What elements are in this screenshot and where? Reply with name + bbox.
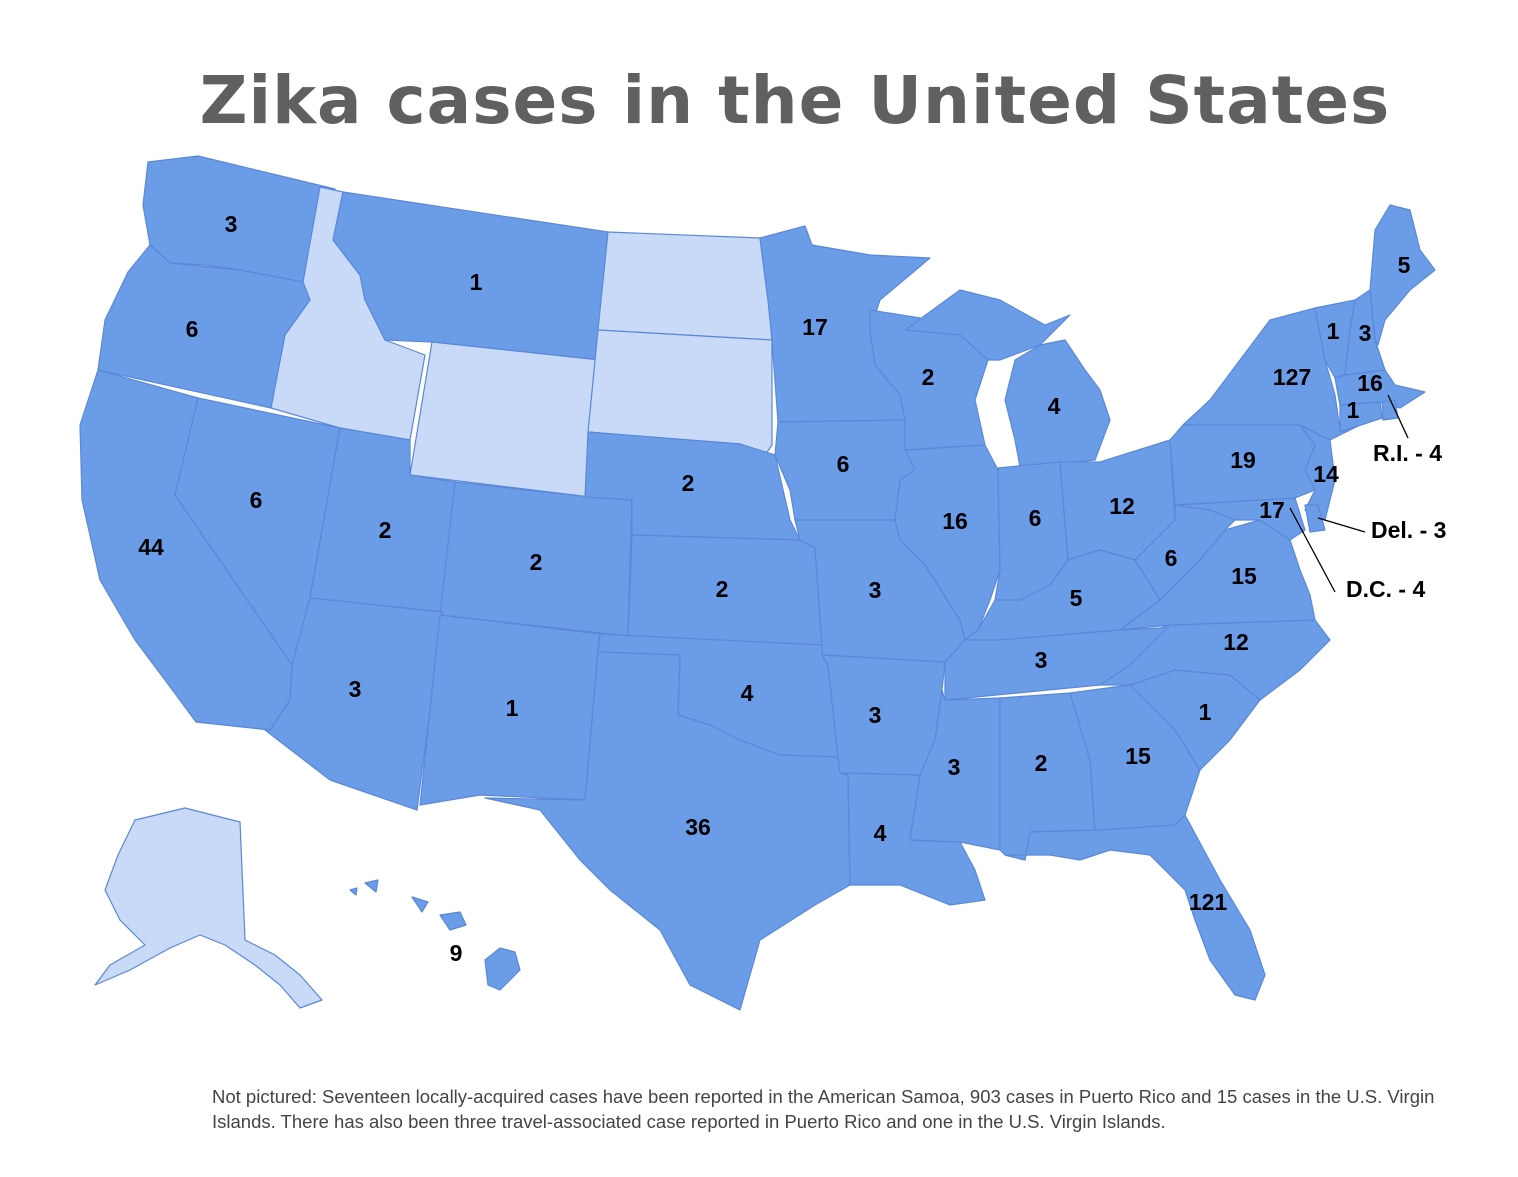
case-count-ok: 4: [741, 680, 754, 706]
state-co: [439, 481, 633, 637]
state-shape-ct: [1339, 401, 1383, 433]
state-shape-de: [1304, 504, 1326, 533]
state-shape-nd: [597, 231, 773, 341]
case-count-az: 3: [349, 676, 362, 702]
case-count-co: 2: [530, 549, 543, 575]
state-shape-nj: [1299, 424, 1336, 521]
case-count-ca: 44: [138, 534, 164, 560]
case-count-ut: 2: [379, 517, 392, 543]
callout-line-de: [1317, 517, 1366, 533]
callout-label-ri: R.I. - 4: [1373, 440, 1442, 466]
callout-line-dc: [1289, 507, 1336, 593]
state-shape-fl: [1004, 814, 1266, 1001]
state-shape-hi: [364, 879, 379, 893]
case-count-or: 6: [186, 316, 199, 342]
state-shape-hi: [349, 887, 358, 896]
case-count-sc: 1: [1199, 699, 1212, 725]
state-tx: [484, 651, 851, 1011]
callout-label-dc: D.C. - 4: [1346, 576, 1425, 602]
state-nd: [597, 231, 773, 341]
state-shape-co: [439, 481, 633, 637]
case-count-ny: 127: [1273, 364, 1311, 390]
case-count-pa: 19: [1230, 447, 1256, 473]
case-count-mi: 4: [1048, 393, 1061, 419]
callouts-layer: R.I. - 4 Del. - 3 D.C. - 4: [1289, 394, 1446, 602]
case-count-mo: 3: [869, 577, 882, 603]
case-count-md: 17: [1259, 497, 1285, 523]
case-count-nj: 14: [1313, 461, 1339, 487]
state-shape-mi: [1004, 339, 1111, 468]
state-me: [1369, 204, 1436, 346]
case-count-nv: 6: [250, 487, 263, 513]
case-count-nm: 1: [506, 695, 519, 721]
case-count-ia: 6: [837, 451, 850, 477]
state-shape-md: [1174, 497, 1306, 541]
callout-label-de: Del. - 3: [1371, 517, 1446, 543]
case-count-nh: 3: [1359, 320, 1372, 346]
state-ny: [1182, 307, 1381, 441]
state-shape-mi: [904, 289, 1071, 361]
case-count-hi: 9: [450, 940, 463, 966]
case-count-wa: 3: [225, 211, 238, 237]
state-fl: [1004, 814, 1266, 1001]
state-shape-ny: [1182, 307, 1381, 441]
case-count-tn: 3: [1035, 647, 1048, 673]
case-count-mt: 1: [470, 269, 483, 295]
case-count-ma: 16: [1357, 370, 1383, 396]
state-ct: [1339, 401, 1383, 433]
case-count-vt: 1: [1327, 318, 1340, 344]
state-shape-me: [1369, 204, 1436, 346]
case-count-in: 6: [1029, 505, 1042, 531]
case-count-ct: 1: [1347, 397, 1360, 423]
states-layer: [79, 155, 1436, 1011]
state-ar: [821, 654, 946, 776]
state-hi: [349, 879, 521, 991]
state-shape-hi: [484, 947, 521, 991]
state-wy: [409, 341, 601, 498]
case-count-me: 5: [1398, 252, 1411, 278]
case-count-al: 2: [1035, 750, 1048, 776]
case-count-la: 4: [874, 820, 887, 846]
case-count-va: 15: [1231, 563, 1257, 589]
state-shape-wy: [409, 341, 601, 498]
case-count-ks: 2: [716, 576, 729, 602]
case-count-wv: 6: [1165, 545, 1178, 571]
state-shape-hi: [411, 896, 429, 913]
callout-line-ri: [1387, 394, 1409, 439]
case-count-ga: 15: [1125, 743, 1151, 769]
state-nj: [1299, 424, 1336, 521]
state-mi: [904, 289, 1111, 468]
footnote: Not pictured: Seventeen locally-acquired…: [212, 1086, 1435, 1132]
state-shape-tx: [484, 651, 851, 1011]
state-shape-hi: [439, 911, 467, 931]
map-title: Zika cases in the United States: [199, 62, 1391, 139]
state-ak: [94, 807, 323, 1009]
state-shape-ar: [821, 654, 946, 776]
state-shape-ak: [94, 807, 323, 1009]
case-count-oh: 12: [1109, 493, 1135, 519]
case-count-tx: 36: [685, 814, 711, 840]
case-count-nc: 12: [1223, 629, 1249, 655]
case-count-ky: 5: [1070, 585, 1083, 611]
case-count-il: 16: [942, 508, 968, 534]
case-count-mn: 17: [802, 314, 828, 340]
case-count-ms: 3: [948, 754, 961, 780]
case-count-fl: 121: [1189, 889, 1228, 915]
case-count-ne: 2: [682, 470, 695, 496]
state-md: [1174, 497, 1306, 541]
case-count-wi: 2: [922, 364, 935, 390]
case-count-ar: 3: [869, 702, 882, 728]
